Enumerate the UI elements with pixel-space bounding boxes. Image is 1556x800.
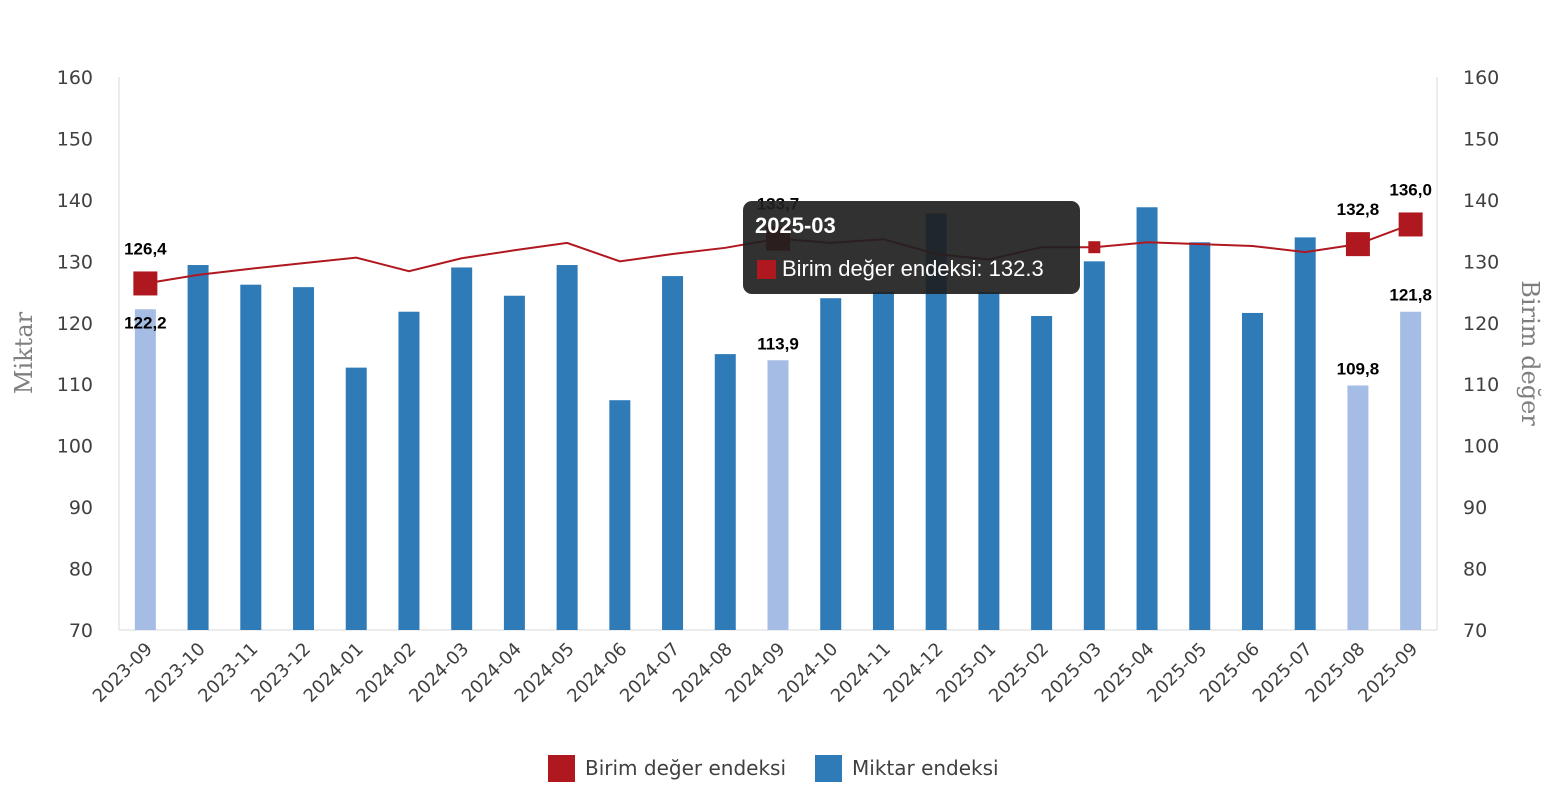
y-right-tick-110: 110 <box>1463 374 1499 396</box>
y-right-tick-100: 100 <box>1463 436 1499 458</box>
y-right-tick-70: 70 <box>1463 620 1487 642</box>
y-right-tick-120: 120 <box>1463 313 1499 335</box>
bar-2024-03 <box>451 267 473 630</box>
y-right-tick-130: 130 <box>1463 251 1499 273</box>
legend: Birim değer endeksi Miktar endeksi <box>548 755 999 782</box>
data-label-miktar-2023-09: 122,2 <box>124 313 167 332</box>
y-axis-right-title: Birim değer <box>1516 280 1544 426</box>
bar-2025-07 <box>1294 237 1316 630</box>
data-label-birim-2025-08: 132,8 <box>1337 200 1380 219</box>
bar-2023-12 <box>293 287 315 630</box>
bar-2024-09 <box>767 360 789 630</box>
bar-2024-05 <box>556 265 578 630</box>
y-left-tick-120: 120 <box>57 313 93 335</box>
bar-2024-04 <box>503 295 525 630</box>
legend-item-birim-deger[interactable]: Birim değer endeksi <box>548 755 786 782</box>
x-axis-ticks: 2023-092023-102023-112023-122024-012024-… <box>89 639 1422 707</box>
y-right-tick-160: 160 <box>1463 67 1499 89</box>
y-right-tick-150: 150 <box>1463 128 1499 150</box>
y-axis-left-ticks: 70 80 90 100 110 120 130 140 150 160 <box>57 67 93 642</box>
bar-2025-01 <box>978 292 1000 630</box>
tooltip-text: Birim değer endeksi: 132.3 <box>782 256 1044 281</box>
bar-2024-11 <box>872 292 894 630</box>
bar-2024-07 <box>662 276 684 630</box>
y-left-tick-70: 70 <box>69 620 93 642</box>
bar-2025-04 <box>1136 207 1158 631</box>
tooltip-swatch <box>757 259 776 279</box>
legend-label-birim-deger: Birim değer endeksi <box>585 756 786 780</box>
y-left-tick-90: 90 <box>69 497 93 519</box>
bar-2025-09 <box>1400 311 1422 630</box>
bar-2025-08 <box>1347 385 1369 630</box>
y-right-tick-80: 80 <box>1463 559 1487 581</box>
miktar-bars <box>134 207 1422 631</box>
y-right-tick-90: 90 <box>1463 497 1487 519</box>
legend-swatch-birim-deger <box>548 755 575 782</box>
y-left-tick-140: 140 <box>57 190 93 212</box>
marker-hover-2025-03 <box>1088 241 1101 254</box>
bar-2025-06 <box>1241 312 1263 630</box>
bar-2024-12 <box>925 213 947 630</box>
y-axis-left-title: Miktar <box>10 311 38 394</box>
bar-2023-11 <box>240 284 262 630</box>
legend-swatch-miktar <box>815 755 842 782</box>
bar-2024-06 <box>609 400 631 630</box>
bar-2023-09 <box>134 309 156 630</box>
bar-2023-10 <box>187 265 209 630</box>
data-label-miktar-2024-09: 113,9 <box>757 334 799 353</box>
y-right-tick-140: 140 <box>1463 190 1499 212</box>
bar-2024-01 <box>345 367 367 630</box>
y-left-tick-100: 100 <box>57 436 93 458</box>
y-left-tick-130: 130 <box>57 251 93 273</box>
y-left-tick-110: 110 <box>57 374 93 396</box>
marker-2025-08 <box>1345 232 1370 257</box>
chart-tooltip: 2025-03 Birim değer endeksi: 132.3 <box>743 201 1080 294</box>
legend-item-miktar[interactable]: Miktar endeksi <box>815 755 999 782</box>
bar-2024-10 <box>820 298 842 630</box>
tooltip-row: Birim değer endeksi: 132.3 <box>757 256 1044 282</box>
y-left-tick-160: 160 <box>57 67 93 89</box>
data-label-birim-2023-09: 126,4 <box>124 239 167 258</box>
y-left-tick-150: 150 <box>57 128 93 150</box>
data-label-miktar-2025-08: 109,8 <box>1337 359 1380 378</box>
marker-2023-09 <box>133 271 158 296</box>
marker-2025-09 <box>1398 212 1423 237</box>
tooltip-title: 2025-03 <box>755 213 836 238</box>
y-left-tick-80: 80 <box>69 559 93 581</box>
bar-2025-03 <box>1083 261 1105 630</box>
bar-2025-02 <box>1031 316 1053 630</box>
data-label-birim-2025-09: 136,0 <box>1389 180 1432 199</box>
legend-label-miktar: Miktar endeksi <box>852 756 999 780</box>
bar-2024-08 <box>714 354 736 630</box>
data-label-miktar-2025-09: 121,8 <box>1389 286 1432 305</box>
y-axis-right-ticks: 70 80 90 100 110 120 130 140 150 160 <box>1463 67 1499 642</box>
bar-2024-02 <box>398 311 420 630</box>
bar-2025-05 <box>1189 242 1211 630</box>
